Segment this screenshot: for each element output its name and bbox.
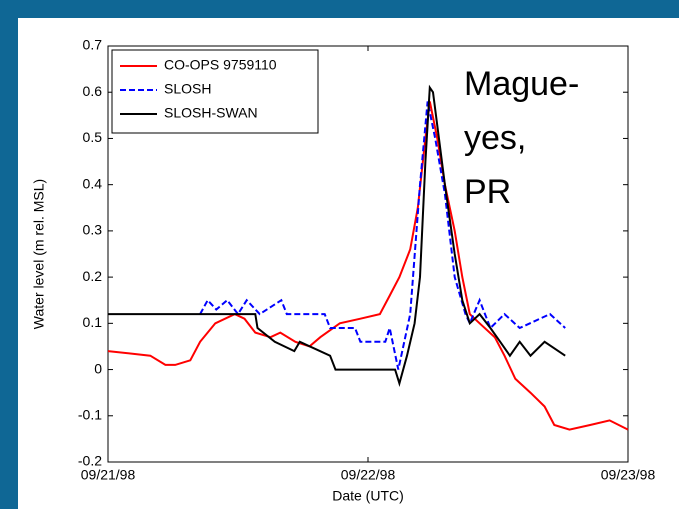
x-tick-label: 09/22/98 xyxy=(341,467,396,483)
y-tick-label: -0.1 xyxy=(78,406,102,422)
y-tick-label: 0.5 xyxy=(83,129,103,145)
series-line xyxy=(108,84,566,387)
y-tick-label: 0.3 xyxy=(83,222,103,238)
y-tick-label: 0.2 xyxy=(83,268,103,284)
series-line xyxy=(107,101,629,431)
x-axis-label: Date (UTC) xyxy=(332,488,404,504)
annotation: yes, xyxy=(464,119,526,157)
y-tick-label: -0.2 xyxy=(78,453,102,469)
legend-box xyxy=(111,49,319,134)
legend-label: CO-OPS 9759110 xyxy=(164,57,277,73)
annotation: PR xyxy=(464,173,511,211)
legend-label: SLOSH-SWAN xyxy=(164,105,258,121)
x-tick-label: 09/21/98 xyxy=(81,467,136,483)
y-tick-label: 0.1 xyxy=(83,314,103,330)
y-tick-label: 0.4 xyxy=(83,175,103,191)
y-tick-label: 0.6 xyxy=(83,83,103,99)
series-line xyxy=(199,101,566,370)
plot-frame xyxy=(107,45,629,463)
y-tick-label: 0 xyxy=(94,360,102,376)
legend-label: SLOSH xyxy=(164,81,211,97)
y-axis-label: Water level (m rel. MSL) xyxy=(31,179,47,329)
x-tick-label: 09/23/98 xyxy=(601,467,656,483)
annotation: Mague- xyxy=(464,65,579,103)
y-tick-label: 0.7 xyxy=(83,37,103,53)
